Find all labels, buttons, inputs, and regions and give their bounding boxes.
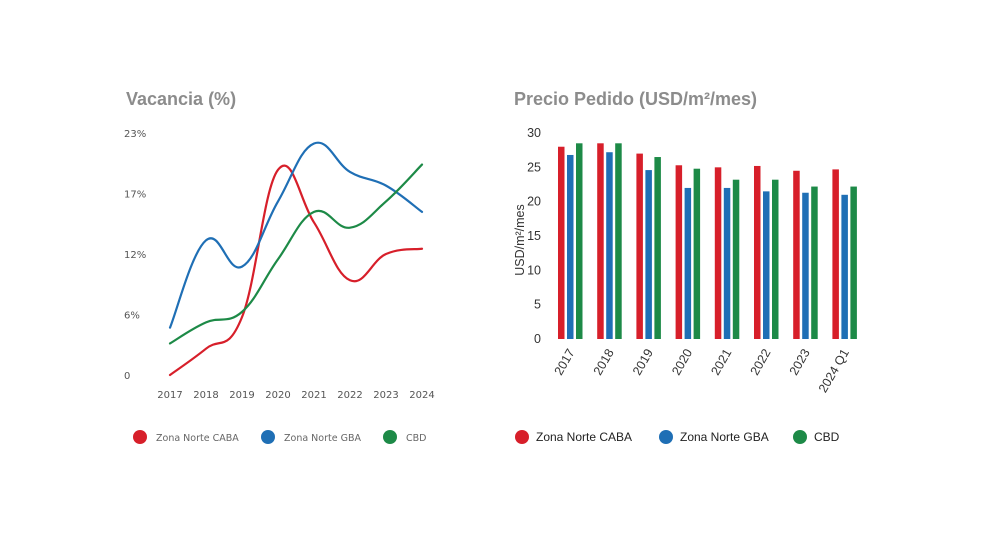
x-tick-label: 2023 — [787, 346, 813, 377]
bar-zona-norte-gba-2021 — [723, 187, 731, 339]
bar-cbd-2021 — [732, 179, 740, 339]
bar-zona-norte-caba-2019 — [636, 153, 643, 339]
x-tick-label: 2017 — [157, 390, 182, 401]
bar-cbd-2019 — [654, 157, 661, 339]
legend-swatch-zona-norte-caba — [133, 430, 147, 444]
bar-zona-norte-caba-2023 — [793, 170, 800, 339]
x-tick-label: 2018 — [591, 346, 617, 377]
legend-label-cbd: CBD — [814, 430, 840, 444]
bar-cbd-2020 — [693, 168, 701, 339]
precio-x-ticks: 2017 2018 2019 2020 2021 2022 2023 2024 Q1 — [552, 346, 852, 395]
legend-swatch-zona-norte-gba — [261, 430, 275, 444]
x-tick-label: 2024 Q1 — [816, 346, 852, 395]
legend-label-cbd: CBD — [406, 433, 426, 444]
y-tick-label: 30 — [527, 126, 541, 140]
vacancia-x-ticks: 2017 2018 2019 2020 2021 2022 2023 2024 — [157, 390, 434, 401]
legend-label-zona-norte-caba: Zona Norte CABA — [156, 433, 239, 444]
bar-cbd-2023 — [811, 186, 818, 339]
x-tick-label: 2017 — [552, 346, 578, 377]
x-tick-label: 2021 — [301, 390, 326, 401]
x-tick-label: 2023 — [373, 390, 398, 401]
y-tick-label: 25 — [527, 160, 541, 174]
x-tick-label: 2021 — [708, 346, 734, 377]
x-tick-label: 2024 — [409, 390, 434, 401]
legend-swatch-zona-norte-gba — [659, 430, 673, 444]
legend-swatch-cbd — [383, 430, 397, 444]
legend-label-zona-norte-gba: Zona Norte GBA — [680, 430, 769, 444]
y-tick-label: 23% — [124, 129, 146, 140]
legend-swatch-zona-norte-caba — [515, 430, 529, 444]
line-zona-norte-caba — [168, 164, 424, 377]
y-tick-label: 0 — [124, 371, 130, 382]
bar-zona-norte-caba-2018 — [597, 143, 604, 339]
line-zona-norte-gba — [168, 141, 424, 329]
bar-zona-norte-caba-2017 — [558, 146, 565, 339]
x-tick-label: 2020 — [265, 390, 290, 401]
precio-y-ticks: 0 5 10 15 20 25 30 — [527, 126, 541, 346]
x-tick-label: 2019 — [630, 346, 656, 377]
bar-zona-norte-caba-2022 — [754, 165, 761, 339]
bar-zona-norte-gba-2018 — [606, 152, 613, 339]
y-tick-label: 0 — [534, 332, 541, 346]
vacancia-legend: Zona Norte CABA Zona Norte GBA CBD — [133, 430, 426, 444]
bar-zona-norte-gba-2019 — [645, 170, 652, 339]
line-cbd — [168, 163, 424, 345]
y-tick-label: 12% — [124, 250, 146, 261]
precio-chart: Precio Pedido (USD/m²/mes) USD/m²/mes 0 5… — [513, 89, 857, 444]
y-tick-label: 10 — [527, 263, 541, 277]
bar-zona-norte-gba-2023 — [802, 192, 809, 339]
legend-swatch-cbd — [793, 430, 807, 444]
precio-legend: Zona Norte CABA Zona Norte GBA CBD — [515, 430, 840, 444]
precio-y-axis-label: USD/m²/mes — [513, 204, 527, 276]
legend-label-zona-norte-caba: Zona Norte CABA — [536, 430, 632, 444]
bar-zona-norte-caba-2020 — [675, 165, 683, 339]
legend-label-zona-norte-gba: Zona Norte GBA — [284, 433, 361, 444]
vacancia-chart: Vacancia (%) 06%12%17%23% 2017 2018 2019 20… — [124, 89, 435, 444]
precio-title: Precio Pedido (USD/m²/mes) — [514, 89, 757, 109]
bar-cbd-2024-q1 — [850, 186, 857, 339]
bar-zona-norte-gba-2020 — [684, 187, 692, 339]
precio-bars — [558, 143, 857, 339]
y-tick-label: 6% — [124, 311, 140, 322]
bar-zona-norte-gba-2017 — [567, 154, 574, 339]
x-tick-label: 2020 — [669, 346, 695, 377]
vacancia-lines — [168, 141, 424, 377]
bar-zona-norte-caba-2021 — [714, 167, 722, 339]
vacancia-title: Vacancia (%) — [126, 89, 236, 109]
bar-zona-norte-gba-2024-q1 — [841, 194, 848, 339]
y-tick-label: 15 — [527, 229, 541, 243]
y-tick-label: 20 — [527, 195, 541, 209]
vacancia-y-ticks: 0 6% 12% 17% 23% — [124, 129, 146, 382]
x-tick-label: 2022 — [337, 390, 362, 401]
y-tick-label: 17% — [124, 190, 146, 201]
bar-zona-norte-caba-2024-q1 — [832, 169, 839, 339]
x-tick-label: 2019 — [229, 390, 254, 401]
y-tick-label: 5 — [534, 298, 541, 312]
x-tick-label: 2018 — [193, 390, 218, 401]
x-tick-label: 2022 — [748, 346, 774, 377]
bar-cbd-2022 — [772, 179, 779, 339]
bar-cbd-2017 — [576, 143, 583, 339]
bar-zona-norte-gba-2022 — [763, 191, 770, 339]
bar-cbd-2018 — [615, 143, 622, 339]
